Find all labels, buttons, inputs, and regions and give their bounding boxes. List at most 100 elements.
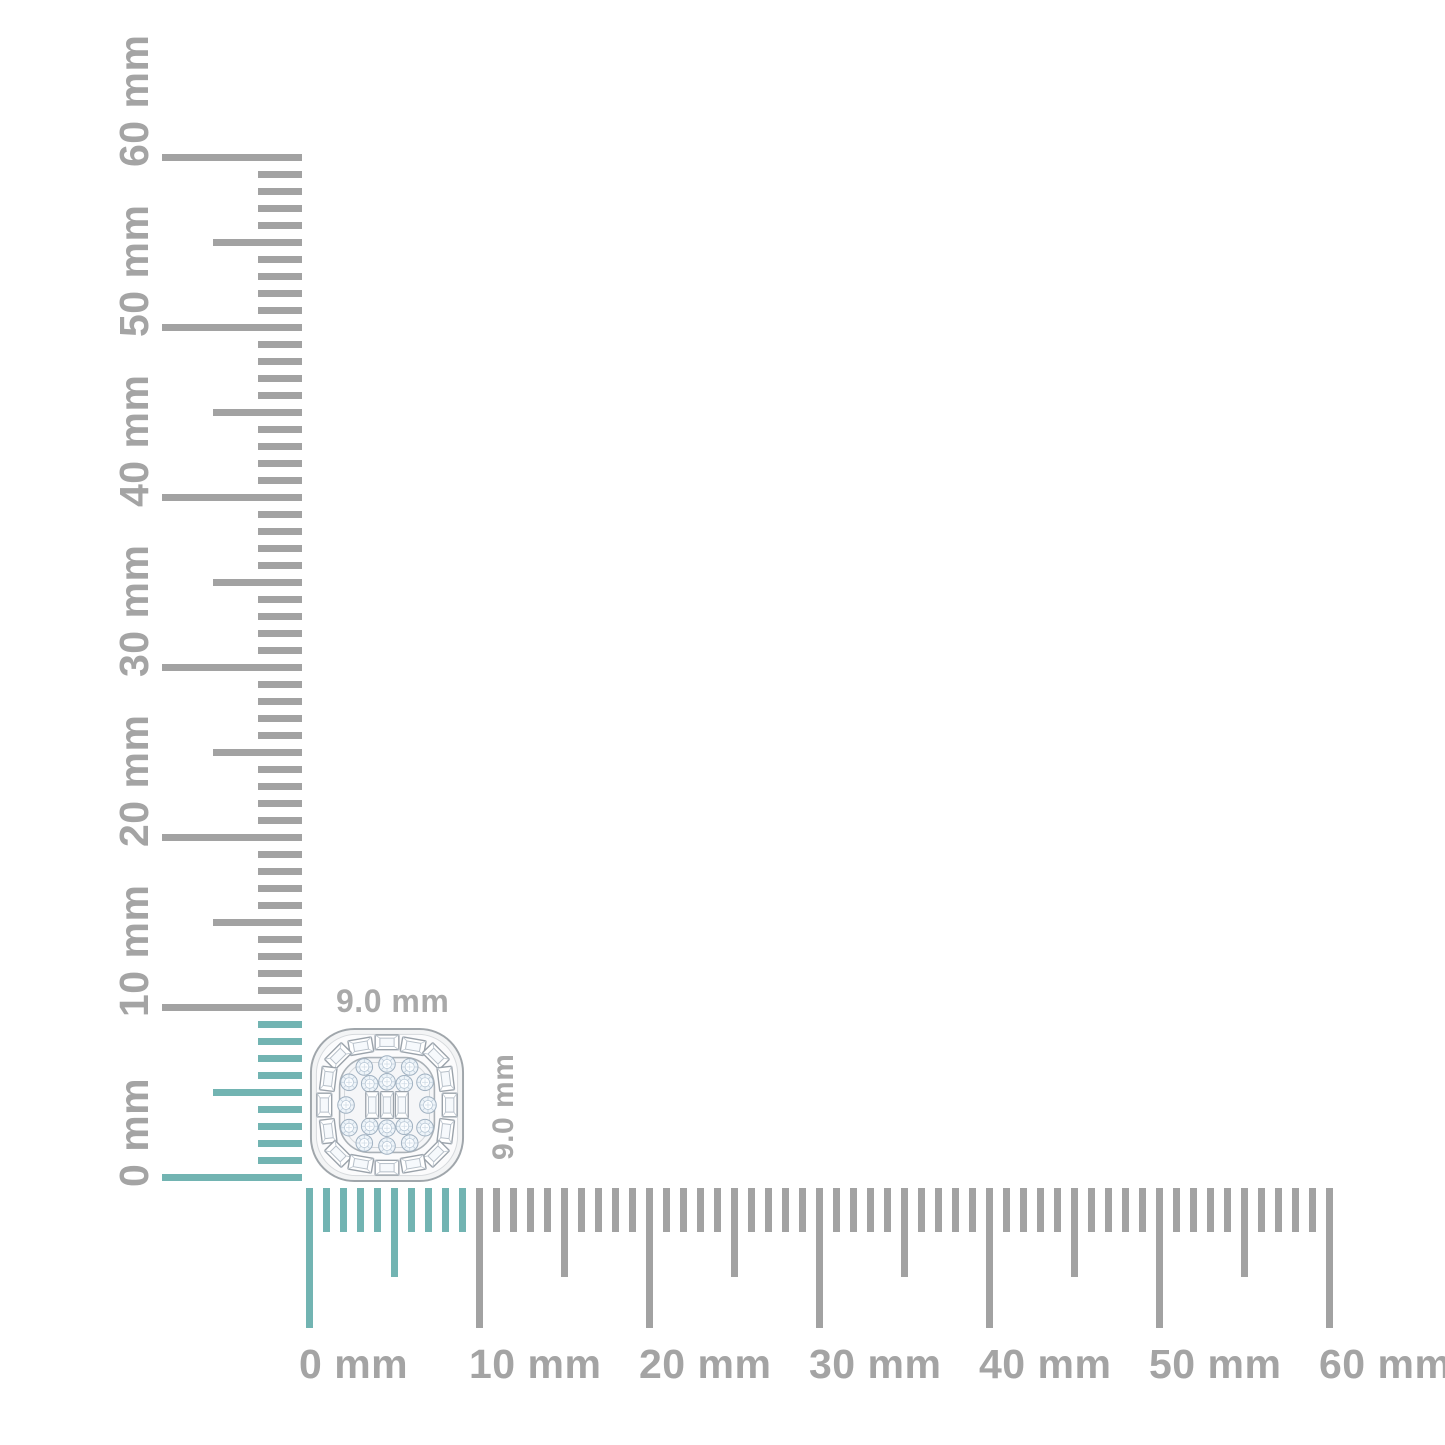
v-ruler-tick <box>258 273 302 280</box>
round-stone <box>337 1096 355 1114</box>
baguette-stone <box>441 1092 458 1118</box>
v-ruler-tick <box>162 154 302 161</box>
round-stone <box>340 1073 358 1092</box>
h-ruler-tick <box>1088 1188 1095 1232</box>
v-ruler-tick <box>258 375 302 382</box>
v-ruler-tick <box>213 239 302 246</box>
v-ruler-tick <box>258 630 302 637</box>
baguette-stone <box>365 1091 380 1119</box>
v-ruler-tick <box>258 647 302 654</box>
h-ruler-tick <box>901 1188 908 1277</box>
round-stone <box>355 1058 374 1076</box>
v-ruler-tick <box>258 783 302 790</box>
stud-center-cluster <box>337 1055 437 1155</box>
round-stone <box>416 1118 434 1137</box>
v-ruler-tick <box>162 1004 302 1011</box>
v-ruler-tick <box>258 953 302 960</box>
v-ruler-tick <box>162 1174 302 1181</box>
h-ruler-tick <box>629 1188 636 1232</box>
v-ruler-tick <box>213 409 302 416</box>
h-ruler-tick <box>1292 1188 1299 1232</box>
h-ruler-tick <box>1275 1188 1282 1232</box>
round-stone <box>378 1055 396 1073</box>
round-stone <box>378 1119 396 1137</box>
h-ruler-tick <box>1071 1188 1078 1277</box>
baguette-stone <box>379 1091 395 1119</box>
v-ruler-tick <box>258 902 302 909</box>
h-ruler-tick <box>867 1188 874 1232</box>
h-ruler-tick <box>1309 1188 1316 1232</box>
h-ruler-tick <box>493 1188 500 1232</box>
h-ruler-tick <box>748 1188 755 1232</box>
h-ruler-tick <box>646 1188 653 1328</box>
v-ruler-tick <box>258 290 302 297</box>
h-ruler-tick <box>850 1188 857 1232</box>
v-ruler-label: 60 mm <box>111 34 157 167</box>
h-ruler-tick <box>510 1188 517 1232</box>
h-ruler-label: 30 mm <box>809 1341 942 1387</box>
v-ruler-tick <box>258 188 302 195</box>
v-ruler-tick <box>258 851 302 858</box>
v-ruler-tick <box>258 562 302 569</box>
h-ruler-tick <box>799 1188 806 1232</box>
h-ruler-tick <box>714 1188 721 1232</box>
round-stone <box>395 1117 414 1136</box>
h-ruler-tick <box>1224 1188 1231 1232</box>
v-ruler-tick <box>258 868 302 875</box>
h-ruler-tick <box>408 1188 415 1232</box>
round-stone <box>355 1134 374 1152</box>
h-ruler-tick <box>884 1188 891 1232</box>
v-ruler-tick <box>258 766 302 773</box>
v-ruler-label: 20 mm <box>111 714 157 847</box>
h-ruler-tick <box>425 1188 432 1232</box>
product-height-label: 9.0 mm <box>487 1053 520 1160</box>
baguette-stone <box>374 1034 400 1051</box>
v-ruler-tick <box>213 919 302 926</box>
v-ruler-tick <box>258 1140 302 1147</box>
h-ruler-tick <box>561 1188 568 1277</box>
v-ruler-label: 50 mm <box>111 204 157 337</box>
v-ruler-tick <box>258 443 302 450</box>
v-ruler-tick <box>162 494 302 501</box>
h-ruler-tick <box>680 1188 687 1232</box>
h-ruler-tick <box>306 1188 313 1328</box>
h-ruler-tick <box>476 1188 483 1328</box>
h-ruler-tick <box>765 1188 772 1232</box>
h-ruler-tick <box>1241 1188 1248 1277</box>
h-ruler-tick <box>612 1188 619 1232</box>
v-ruler-tick <box>258 460 302 467</box>
baguette-stone <box>436 1065 456 1093</box>
diamond-stud-image <box>309 1027 465 1183</box>
h-ruler-tick <box>731 1188 738 1277</box>
v-ruler-tick <box>258 511 302 518</box>
v-ruler-tick <box>258 426 302 433</box>
v-ruler-tick <box>213 749 302 756</box>
h-ruler-tick <box>544 1188 551 1232</box>
baguette-stone <box>394 1091 409 1119</box>
h-ruler-tick <box>935 1188 942 1232</box>
v-ruler-tick <box>162 324 302 331</box>
v-ruler-tick <box>258 732 302 739</box>
v-ruler-label: 0 mm <box>111 1077 157 1187</box>
h-ruler-tick <box>1258 1188 1265 1232</box>
v-ruler-tick <box>258 970 302 977</box>
v-ruler-tick <box>213 1089 302 1096</box>
h-ruler-tick <box>1326 1188 1333 1328</box>
v-ruler-tick <box>258 477 302 484</box>
v-ruler-tick <box>258 307 302 314</box>
h-ruler-tick <box>442 1188 449 1232</box>
round-stone <box>416 1073 434 1092</box>
h-ruler-tick <box>1156 1188 1163 1328</box>
h-ruler-tick <box>1003 1188 1010 1232</box>
v-ruler-tick <box>258 205 302 212</box>
round-stone <box>395 1074 414 1093</box>
v-ruler-tick <box>258 1123 302 1130</box>
v-ruler-tick <box>258 545 302 552</box>
baguette-stone <box>347 1153 375 1174</box>
h-ruler-tick <box>1173 1188 1180 1232</box>
h-ruler-tick <box>595 1188 602 1232</box>
v-ruler-tick <box>258 1072 302 1079</box>
h-ruler-tick <box>1190 1188 1197 1232</box>
h-ruler-tick <box>1122 1188 1129 1232</box>
v-ruler-tick <box>258 256 302 263</box>
